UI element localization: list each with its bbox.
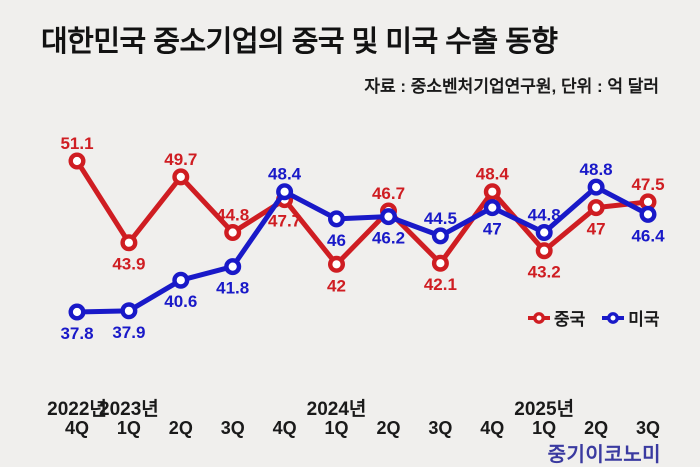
x-tick-quarter-11: 3Q bbox=[635, 418, 661, 438]
x-tick-year-2023: 2023년 bbox=[99, 399, 159, 420]
data-label-china-5: 42 bbox=[327, 276, 346, 295]
data-point-china-8 bbox=[483, 183, 501, 201]
data-point-china-7 bbox=[431, 254, 449, 272]
legend-item-usa: 미국 bbox=[601, 305, 660, 330]
series-line-china bbox=[74, 159, 649, 267]
data-label-china-1: 43.9 bbox=[112, 255, 145, 274]
data-label-china-3: 44.8 bbox=[216, 206, 249, 225]
data-point-usa-5 bbox=[328, 210, 346, 228]
legend-marker-icon-usa bbox=[602, 311, 625, 324]
data-point-china-10 bbox=[587, 199, 605, 217]
data-label-china-0: 51.1 bbox=[60, 134, 93, 153]
data-label-china-7: 42.1 bbox=[424, 275, 457, 294]
data-point-china-2 bbox=[172, 168, 190, 186]
data-label-china-8: 48.4 bbox=[476, 165, 510, 184]
x-tick-quarter-3: 3Q bbox=[220, 418, 245, 438]
x-tick-year-2022: 2022년 bbox=[47, 399, 107, 420]
x-tick-quarter-9: 1Q bbox=[532, 418, 557, 438]
data-label-china-10: 47 bbox=[587, 220, 606, 239]
legend-marker-circle bbox=[607, 311, 620, 324]
x-tick-quarter-5: 1Q bbox=[324, 418, 349, 438]
legend-label-usa: 미국 bbox=[628, 310, 660, 329]
data-label-usa-7: 44.5 bbox=[424, 209, 457, 228]
data-point-china-1 bbox=[120, 234, 138, 252]
x-tick-quarter-10: 2Q bbox=[584, 418, 609, 438]
data-label-china-9: 43.2 bbox=[528, 263, 561, 282]
data-label-usa-1: 37.9 bbox=[112, 323, 145, 342]
x-tick-quarter-0: 4Q bbox=[64, 418, 90, 438]
x-tick-quarter-2: 2Q bbox=[168, 418, 193, 438]
data-point-china-5 bbox=[328, 255, 346, 273]
data-point-usa-2 bbox=[172, 271, 190, 289]
x-tick-quarter-4: 4Q bbox=[272, 418, 297, 438]
x-tick-quarter-1: 1Q bbox=[116, 418, 141, 438]
data-label-china-6: 46.7 bbox=[372, 184, 405, 203]
x-tick-year-2025: 2025년 bbox=[514, 399, 575, 420]
chart-source-note: 자료 : 중소벤처기업연구원, 단위 : 억 달러 bbox=[364, 77, 659, 96]
data-point-china-0 bbox=[68, 152, 86, 170]
chart-legend: 중국 미국 bbox=[527, 305, 660, 330]
data-label-china-2: 49.7 bbox=[164, 150, 197, 169]
data-label-usa-0: 37.8 bbox=[60, 324, 93, 343]
data-label-china-11: 47.5 bbox=[631, 175, 664, 194]
x-tick-quarter-7: 3Q bbox=[428, 418, 453, 438]
x-axis-quarters: 4Q 1Q 2Q 3Q 4Q 1Q 2Q 3Q 4Q 1Q 2Q 3Q bbox=[0, 418, 700, 440]
data-point-usa-1 bbox=[120, 302, 138, 320]
data-label-usa-2: 40.6 bbox=[164, 292, 197, 311]
data-point-usa-4 bbox=[276, 183, 294, 201]
chart-title: 대한민국 중소기업의 중국 및 미국 수출 동향 bbox=[41, 26, 558, 58]
data-point-china-3 bbox=[224, 223, 242, 241]
data-point-usa-10 bbox=[587, 178, 605, 196]
legend-label-china: 중국 bbox=[554, 310, 586, 329]
data-point-usa-8 bbox=[483, 199, 501, 217]
x-axis-years: 2022년 2023년 2024년 2025년 bbox=[0, 394, 700, 420]
data-label-usa-3: 41.8 bbox=[216, 279, 249, 298]
x-tick-year-2024: 2024년 bbox=[306, 399, 367, 420]
watermark-logo: 중기이코노미 bbox=[547, 444, 661, 466]
data-point-usa-3 bbox=[224, 258, 242, 276]
data-label-usa-6: 46.2 bbox=[372, 229, 405, 248]
data-label-usa-4: 48.4 bbox=[268, 165, 302, 184]
data-label-usa-9: 44.8 bbox=[528, 206, 561, 225]
data-label-usa-8: 47 bbox=[483, 220, 502, 239]
legend-item-china: 중국 bbox=[527, 305, 585, 330]
data-point-usa-11 bbox=[639, 205, 657, 223]
legend-marker-icon-china bbox=[528, 311, 550, 324]
x-tick-quarter-8: 4Q bbox=[480, 418, 505, 438]
series-line-usa bbox=[76, 184, 650, 315]
x-tick-quarter-6: 2Q bbox=[376, 418, 401, 438]
data-point-usa-0 bbox=[68, 303, 86, 321]
data-label-china-4: 47.7 bbox=[268, 212, 301, 231]
legend-marker-circle bbox=[533, 311, 545, 324]
data-label-usa-10: 48.8 bbox=[580, 160, 613, 179]
data-label-usa-5: 46 bbox=[327, 231, 346, 250]
data-label-usa-11: 46.4 bbox=[631, 226, 665, 245]
data-point-usa-9 bbox=[535, 223, 553, 241]
data-point-china-9 bbox=[535, 242, 553, 260]
data-point-usa-6 bbox=[380, 208, 398, 226]
data-point-usa-7 bbox=[431, 227, 449, 245]
